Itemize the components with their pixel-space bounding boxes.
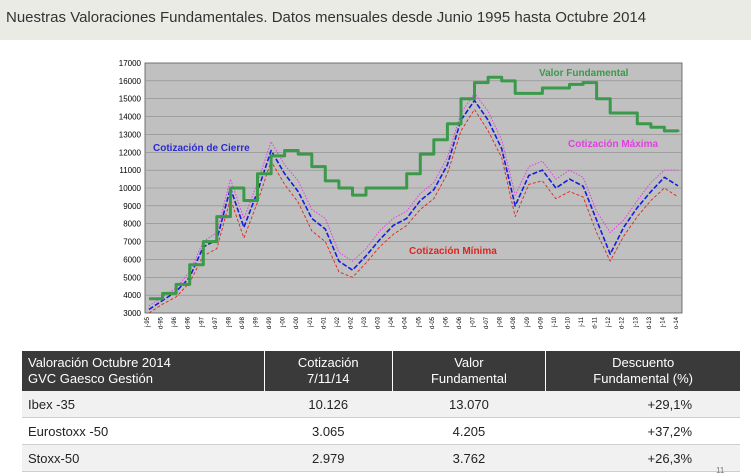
series-layer bbox=[148, 75, 680, 314]
header-line: Valoración Octubre 2014 bbox=[28, 355, 171, 370]
header-valoracion: Valoración Octubre 2014 GVC Gaesco Gestió… bbox=[22, 351, 265, 391]
valuation-table: Valoración Octubre 2014 GVC Gaesco Gestió… bbox=[22, 351, 740, 472]
x-axis-ticks: j-95 d-95 j-96 d-96 j-97 d-97 j-98 d-98 j-99 d-99… bbox=[145, 316, 680, 329]
descuento-value: +26,3% bbox=[545, 444, 740, 472]
annotation-cotizacion-maxima: Cotización Máxima bbox=[568, 139, 658, 150]
x-tick-label: j-09 bbox=[525, 316, 531, 328]
y-tick-label: 6000 bbox=[123, 255, 141, 264]
y-tick-label: 16000 bbox=[119, 77, 142, 86]
x-tick-label: j-11 bbox=[579, 316, 585, 327]
header-descuento: Descuento Fundamental (%) bbox=[545, 351, 740, 391]
x-tick-label: o-14 bbox=[674, 316, 680, 329]
x-tick-label: d-03 bbox=[376, 316, 382, 329]
cotizacion-value: 2.979 bbox=[264, 444, 393, 472]
x-tick-label: j-04 bbox=[389, 316, 395, 328]
y-tick-label: 10000 bbox=[119, 184, 142, 193]
y-tick-label: 8000 bbox=[123, 220, 141, 229]
x-tick-label: d-01 bbox=[321, 316, 327, 329]
index-name: Ibex -35 bbox=[22, 391, 265, 418]
page-title: Nuestras Valoraciones Fundamentales. Dat… bbox=[6, 9, 647, 26]
header-line: Fundamental (%) bbox=[593, 371, 694, 386]
y-tick-label: 11000 bbox=[119, 166, 141, 175]
valor-fundamental-value: 4.205 bbox=[392, 417, 546, 445]
y-tick-label: 13000 bbox=[119, 130, 142, 139]
header-line: 7/11/14 bbox=[307, 371, 350, 386]
table-row: Stoxx-50 2.979 3.762 +26,3% bbox=[22, 444, 740, 472]
y-tick-label: 5000 bbox=[123, 273, 141, 282]
x-tick-label: d-95 bbox=[159, 316, 165, 329]
annotation-cotizacion-minima: Cotización Mínima bbox=[409, 246, 497, 257]
series-line-valor-fundamental bbox=[149, 75, 680, 301]
header-line: Descuento bbox=[612, 355, 675, 370]
x-tick-label: j-08 bbox=[498, 316, 504, 328]
y-tick-label: 15000 bbox=[119, 95, 142, 104]
x-tick-label: j-97 bbox=[199, 316, 205, 328]
annotation-cotizacion-cierre: Cotización de Cierre bbox=[153, 143, 250, 154]
x-tick-label: j-96 bbox=[172, 316, 178, 328]
cotizacion-value: 3.065 bbox=[264, 417, 393, 445]
x-tick-label: d-13 bbox=[647, 316, 653, 329]
table-row: Eurostoxx -50 3.065 4.205 +37,2% bbox=[22, 417, 740, 445]
x-tick-label: j-98 bbox=[226, 316, 232, 328]
header-cotizacion: Cotización 7/11/14 bbox=[264, 351, 393, 391]
y-tick-label: 9000 bbox=[123, 202, 141, 211]
x-tick-label: j-00 bbox=[281, 316, 287, 328]
x-tick-label: j-02 bbox=[335, 316, 341, 328]
table-row: Ibex -35 10.126 13.070 +29,1% bbox=[22, 391, 740, 418]
annotation-valor-fundamental: Valor Fundamental bbox=[539, 68, 629, 79]
x-tick-label: j-13 bbox=[633, 316, 639, 328]
page-number: 11 bbox=[716, 466, 725, 475]
x-tick-label: j-01 bbox=[308, 316, 314, 328]
x-tick-label: j-95 bbox=[145, 316, 151, 328]
x-tick-label: d-08 bbox=[511, 316, 517, 329]
line-chart: 3000 4000 5000 6000 7000 8000 9000 10000 11000 12… bbox=[119, 59, 683, 329]
x-tick-label: j-05 bbox=[416, 316, 422, 328]
x-tick-label: d-11 bbox=[593, 316, 599, 328]
y-tick-label: 4000 bbox=[123, 291, 141, 300]
valor-fundamental-value: 3.762 bbox=[392, 444, 546, 472]
x-tick-label: d-00 bbox=[294, 316, 300, 329]
descuento-value: +37,2% bbox=[545, 417, 740, 445]
x-tick-label: j-12 bbox=[606, 316, 612, 328]
index-name: Eurostoxx -50 bbox=[22, 417, 265, 445]
series-line-cotizacion-minima bbox=[148, 108, 679, 314]
x-tick-label: d-10 bbox=[565, 316, 571, 329]
y-tick-label: 17000 bbox=[119, 59, 142, 68]
cotizacion-value: 10.126 bbox=[264, 391, 393, 418]
series-line-cotizacion-cierre bbox=[148, 99, 679, 311]
header-band bbox=[0, 0, 751, 40]
table-header-row: Valoración Octubre 2014 GVC Gaesco Gestió… bbox=[22, 351, 740, 391]
y-tick-label: 3000 bbox=[123, 309, 141, 318]
x-tick-label: d-12 bbox=[620, 316, 626, 329]
descuento-value: +29,1% bbox=[545, 391, 740, 418]
x-tick-label: d-05 bbox=[430, 316, 436, 329]
x-tick-label: j-06 bbox=[443, 316, 449, 328]
index-name: Stoxx-50 bbox=[22, 444, 265, 472]
header-line: Fundamental bbox=[430, 371, 507, 386]
x-tick-label: d-06 bbox=[457, 316, 463, 329]
valor-fundamental-value: 13.070 bbox=[392, 391, 546, 418]
y-tick-label: 14000 bbox=[119, 113, 142, 122]
header-line: GVC Gaesco Gestión bbox=[28, 371, 153, 386]
x-tick-label: d-09 bbox=[538, 316, 544, 329]
x-tick-label: d-98 bbox=[240, 316, 246, 329]
x-tick-label: j-07 bbox=[471, 316, 477, 328]
y-tick-label: 7000 bbox=[123, 238, 141, 247]
x-tick-label: d-02 bbox=[348, 316, 354, 329]
x-tick-label: d-96 bbox=[186, 316, 192, 329]
x-tick-label: j-14 bbox=[660, 316, 666, 328]
x-tick-label: d-04 bbox=[403, 316, 409, 329]
y-tick-label: 12000 bbox=[119, 148, 142, 157]
x-tick-label: d-99 bbox=[267, 316, 273, 329]
x-tick-label: d-07 bbox=[484, 316, 490, 329]
x-tick-label: j-99 bbox=[254, 316, 260, 328]
y-axis-ticks: 3000 4000 5000 6000 7000 8000 9000 10000 11000 12… bbox=[119, 59, 142, 318]
header-line: Valor bbox=[454, 355, 484, 370]
header-valor-fundamental: Valor Fundamental bbox=[391, 351, 546, 391]
x-tick-label: d-97 bbox=[213, 316, 219, 329]
header-line: Cotización bbox=[297, 355, 359, 370]
x-tick-label: j-10 bbox=[552, 316, 558, 328]
x-tick-label: j-03 bbox=[362, 316, 368, 328]
